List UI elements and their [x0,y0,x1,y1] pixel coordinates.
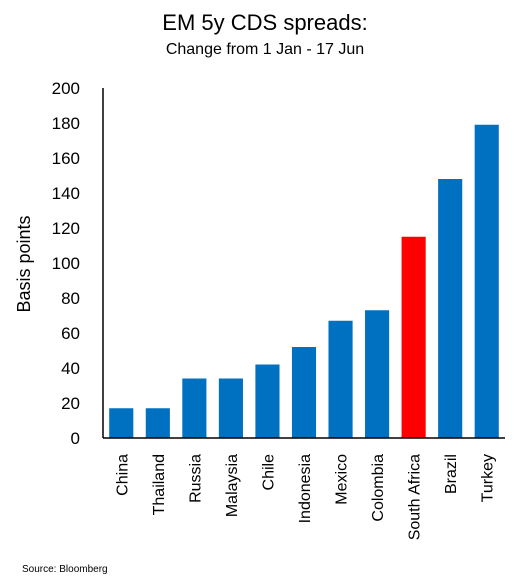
y-axis-ticks: 0 20 40 60 80 100 120 140 160 180 200 [52,79,80,448]
category-label: Russia [187,454,204,503]
y-axis-label: Basis points [14,215,34,312]
category-label: South Africa [407,454,424,540]
y-tick-label: 180 [52,114,80,133]
category-label: Indonesia [297,454,314,523]
x-axis-categories: China Thailand Russia Malaysia Chile Indonesi… [114,454,496,540]
y-tick-label: 60 [61,324,80,343]
y-tick-label: 20 [61,394,80,413]
bar-russia [182,378,207,438]
y-tick-label: 0 [71,429,80,448]
y-tick-label: 40 [61,359,80,378]
chart-title: EM 5y CDS spreads: [162,10,367,35]
source-note: Source: Bloomberg [22,564,108,575]
category-label: Chile [260,454,277,491]
bar-mexico [328,320,353,438]
bar-indonesia [291,347,317,438]
y-tick-label: 120 [52,219,80,238]
bar-colombia [365,310,390,438]
y-tick-label: 80 [61,289,80,308]
bar-malaysia [218,378,243,438]
y-tick-label: 160 [52,149,80,168]
category-label: China [114,454,131,496]
category-label: Colombia [370,454,387,522]
chart-subtitle: Change from 1 Jan - 17 Jun [166,41,364,58]
bars [109,124,499,438]
category-label: Mexico [334,454,351,505]
bar-chile [255,364,280,438]
bar-turkey [474,124,499,438]
bar-thailand [145,408,170,438]
bar-south-africa [401,236,426,438]
category-label: Turkey [480,454,497,502]
bar-brazil [438,179,463,438]
category-label: Brazil [443,454,460,494]
y-tick-label: 100 [52,254,80,273]
category-label: Thailand [151,454,168,515]
bar-china [109,408,134,438]
y-tick-label: 140 [52,184,80,203]
y-tick-label: 200 [52,79,80,98]
category-label: Malaysia [224,454,241,517]
